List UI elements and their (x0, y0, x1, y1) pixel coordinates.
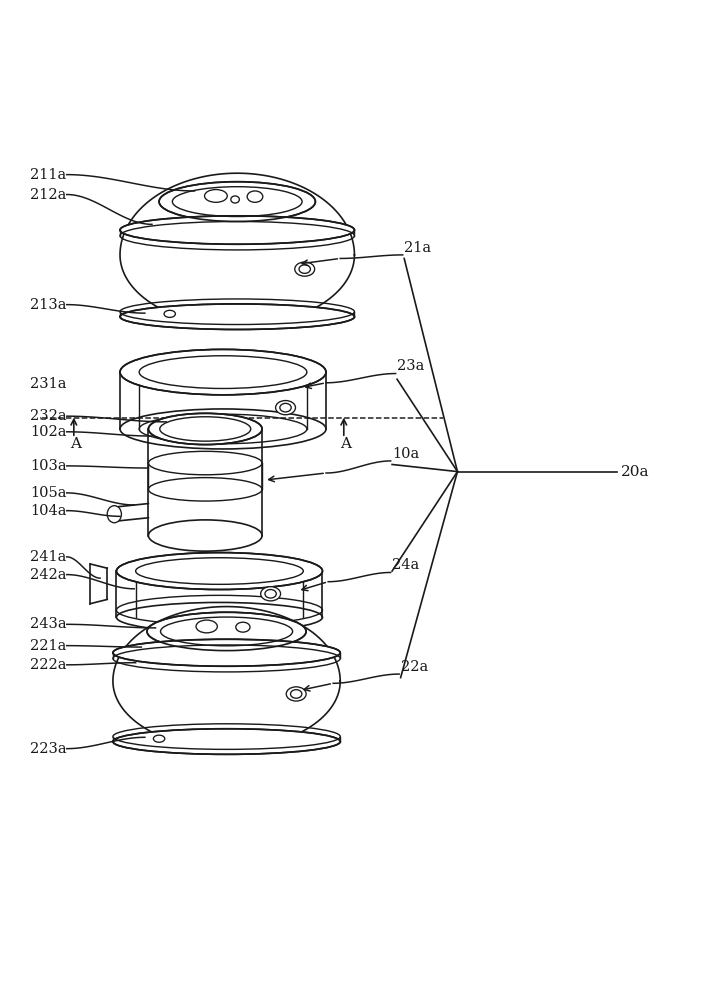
Ellipse shape (120, 216, 354, 244)
Text: 24a: 24a (392, 558, 420, 572)
Ellipse shape (286, 687, 306, 701)
Text: A: A (340, 437, 352, 451)
Ellipse shape (148, 413, 262, 445)
Ellipse shape (113, 729, 340, 754)
Text: 23a: 23a (397, 359, 425, 373)
Polygon shape (113, 607, 340, 749)
Text: 213a: 213a (30, 298, 67, 312)
Text: 103a: 103a (30, 459, 67, 473)
Text: 222a: 222a (30, 658, 67, 672)
Text: 221a: 221a (30, 639, 66, 653)
Ellipse shape (147, 612, 306, 651)
Ellipse shape (276, 401, 296, 415)
Polygon shape (120, 173, 354, 326)
Text: 212a: 212a (30, 188, 66, 202)
Ellipse shape (117, 553, 322, 590)
Text: A: A (70, 437, 82, 451)
Text: 241a: 241a (30, 550, 66, 564)
Text: 22a: 22a (401, 660, 428, 674)
Ellipse shape (107, 506, 122, 523)
Ellipse shape (153, 735, 165, 742)
Text: 104a: 104a (30, 504, 67, 518)
Text: 10a: 10a (392, 447, 420, 461)
Text: 231a: 231a (30, 377, 67, 391)
Text: 21a: 21a (404, 241, 431, 255)
Text: 232a: 232a (30, 409, 67, 423)
Text: 223a: 223a (30, 742, 67, 756)
Ellipse shape (113, 639, 340, 666)
Text: 243a: 243a (30, 617, 67, 631)
Text: 102a: 102a (30, 425, 67, 439)
Ellipse shape (120, 304, 354, 329)
Ellipse shape (120, 349, 326, 395)
Text: 242a: 242a (30, 568, 67, 582)
Ellipse shape (295, 262, 314, 276)
Ellipse shape (164, 310, 175, 317)
Ellipse shape (261, 587, 281, 601)
Text: 105a: 105a (30, 486, 67, 500)
Ellipse shape (159, 182, 315, 222)
Text: 20a: 20a (621, 465, 649, 479)
Text: 211a: 211a (30, 168, 66, 182)
